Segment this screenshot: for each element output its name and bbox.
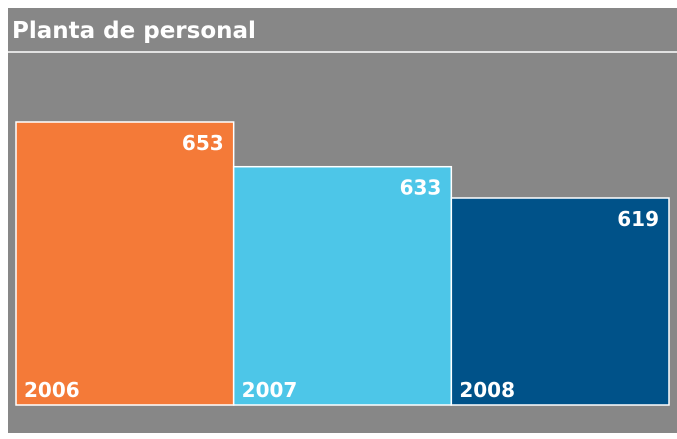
value-label: 633 — [400, 176, 442, 200]
bar — [15, 121, 235, 406]
category-label: 2008 — [459, 378, 515, 402]
chart-title: Planta de personal — [12, 18, 256, 44]
category-label: 2007 — [242, 378, 298, 402]
bar — [450, 197, 670, 406]
bar — [232, 165, 453, 406]
category-label: 2006 — [24, 378, 80, 402]
value-label: 653 — [182, 131, 224, 155]
value-label: 619 — [617, 207, 659, 231]
